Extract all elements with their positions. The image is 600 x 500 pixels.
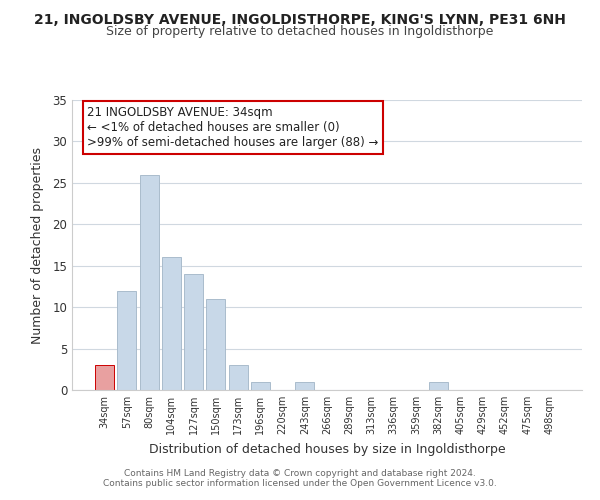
Bar — [229, 365, 248, 390]
Bar — [95, 365, 114, 390]
Text: Contains HM Land Registry data © Crown copyright and database right 2024.: Contains HM Land Registry data © Crown c… — [124, 468, 476, 477]
Bar — [206, 299, 225, 390]
Bar — [295, 382, 314, 390]
Bar — [118, 290, 136, 390]
Bar — [429, 382, 448, 390]
Text: 21, INGOLDSBY AVENUE, INGOLDISTHORPE, KING'S LYNN, PE31 6NH: 21, INGOLDSBY AVENUE, INGOLDISTHORPE, KI… — [34, 12, 566, 26]
Bar — [184, 274, 203, 390]
Text: Contains public sector information licensed under the Open Government Licence v3: Contains public sector information licen… — [103, 478, 497, 488]
Text: 21 INGOLDSBY AVENUE: 34sqm
← <1% of detached houses are smaller (0)
>99% of semi: 21 INGOLDSBY AVENUE: 34sqm ← <1% of deta… — [88, 106, 379, 149]
X-axis label: Distribution of detached houses by size in Ingoldisthorpe: Distribution of detached houses by size … — [149, 442, 505, 456]
Bar — [162, 258, 181, 390]
Bar — [140, 174, 158, 390]
Y-axis label: Number of detached properties: Number of detached properties — [31, 146, 44, 344]
Bar — [251, 382, 270, 390]
Text: Size of property relative to detached houses in Ingoldisthorpe: Size of property relative to detached ho… — [106, 25, 494, 38]
